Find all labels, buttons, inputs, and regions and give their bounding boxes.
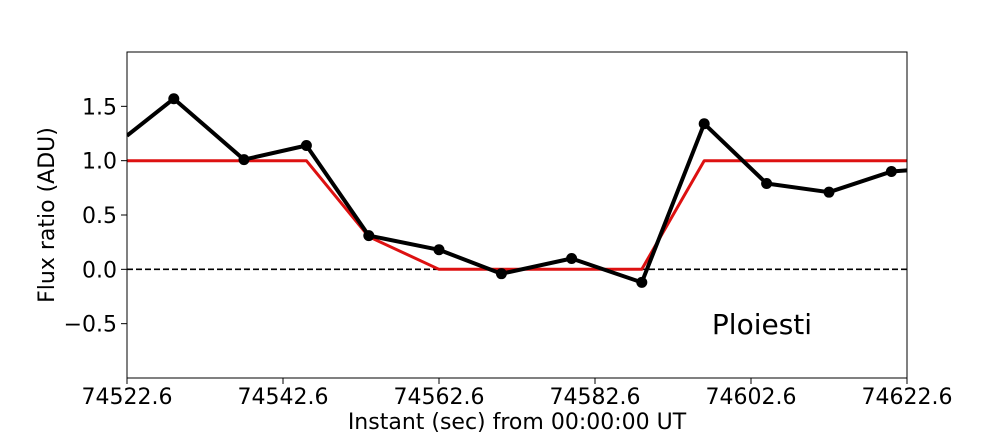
y-tick-label: 0.5 [82, 204, 117, 229]
x-tick-label: 74602.6 [706, 385, 797, 410]
model-fit-line [127, 159, 907, 271]
data-point [238, 154, 250, 166]
data-point [433, 244, 445, 256]
data-point [363, 230, 375, 242]
x-tick-label: 74622.6 [862, 385, 953, 410]
data-point [566, 252, 578, 264]
data-point [636, 276, 648, 288]
y-tick-label: −0.5 [64, 313, 117, 338]
data-point [823, 186, 835, 198]
data-point [885, 166, 897, 178]
data-point [168, 93, 180, 105]
observed-flux-line [127, 96, 907, 285]
data-point [761, 177, 773, 189]
y-tick-label: 1.5 [82, 95, 117, 120]
x-axis-label: Instant (sec) from 00:00:00 UT [348, 410, 687, 432]
y-axis-label: Flux ratio (ADU) [35, 127, 60, 303]
x-tick-label: 74562.6 [394, 385, 485, 410]
x-tick-label: 74522.6 [82, 385, 173, 410]
annotation-ploiesti: Ploiesti [712, 308, 812, 341]
x-tick-label: 74542.6 [238, 385, 329, 410]
data-point [698, 118, 710, 130]
data-point [300, 139, 312, 151]
y-tick-label: 1.0 [82, 150, 117, 175]
x-tick-label: 74582.6 [550, 385, 641, 410]
y-tick-label: 0.0 [82, 258, 117, 283]
data-point [495, 268, 507, 280]
